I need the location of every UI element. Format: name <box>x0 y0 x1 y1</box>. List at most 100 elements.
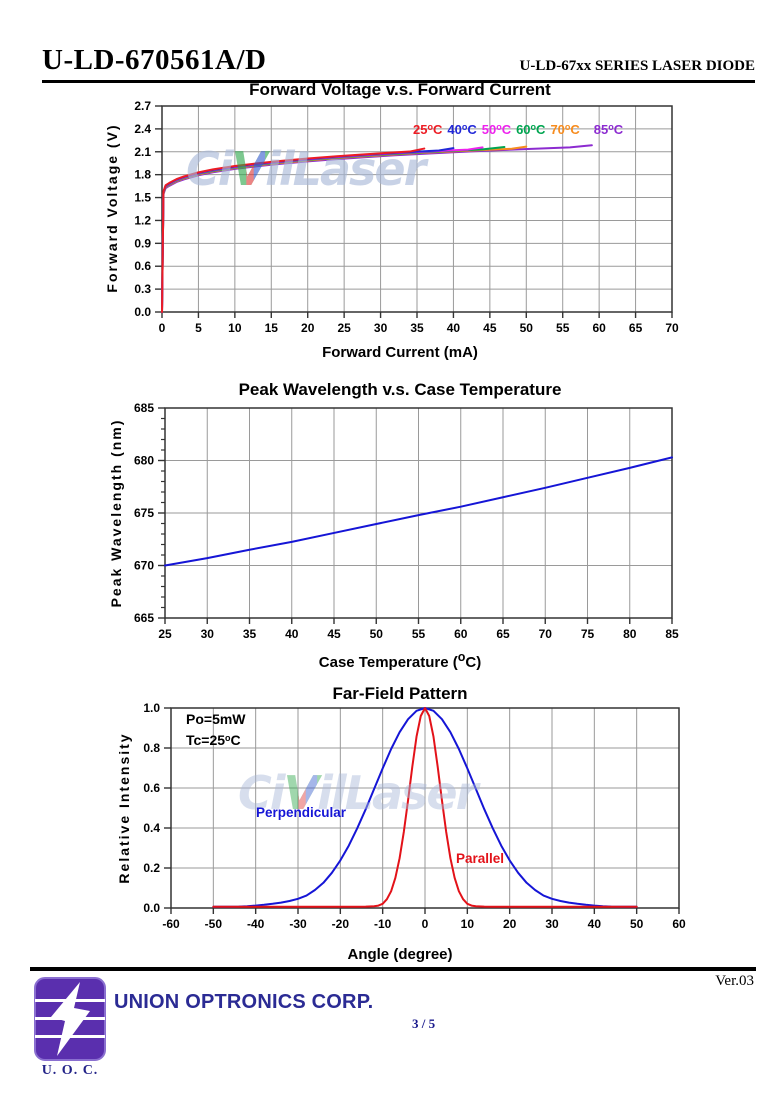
y-tick-label: 0.4 <box>143 821 160 835</box>
y-tick-label: 0.0 <box>143 901 160 915</box>
x-tick-label: 20 <box>503 917 517 931</box>
x-tick-label: 85 <box>665 627 679 641</box>
x-tick-label: 30 <box>545 917 559 931</box>
wavelength-chart-plot: 25 30 35 40 45 50 55 60 65 70 75 80 85 665 670 675 680 68… <box>100 398 700 675</box>
vf-x-axis-title: Forward Current (mA) <box>322 344 478 361</box>
x-tick-label: 55 <box>556 321 570 335</box>
y-tick-label: 0.8 <box>143 741 160 755</box>
header-rule <box>42 80 755 83</box>
y-tick-label: 665 <box>134 611 154 625</box>
x-tick-label: 35 <box>243 627 257 641</box>
y-tick-label: 1.5 <box>134 191 151 205</box>
y-tick-label: 2.4 <box>134 122 151 136</box>
y-tick-label: 2.7 <box>134 100 151 113</box>
perpendicular-series-label: Perpendicular <box>256 805 347 820</box>
x-tick-label: 65 <box>496 627 510 641</box>
company-name: UNION OPTRONICS CORP. <box>114 991 374 1013</box>
annotation-line: Po=5mW <box>186 711 246 727</box>
vf-legend: 25oC 40oC 50oC 60oC 70oC 85oC <box>413 122 623 137</box>
series-title: U-LD-67xx SERIES LASER DIODE <box>519 58 755 74</box>
y-tick-label: 1.0 <box>143 701 160 715</box>
x-tick-label: 0 <box>422 917 429 931</box>
page-title-model: U-LD-670561A/D <box>42 44 267 76</box>
y-tick-label: 0.6 <box>143 781 160 795</box>
vf-chart-plot: 0 5 10 15 20 25 30 35 40 45 50 55 60 65 70 0.0 0.3 0.6 0.9… <box>100 99 700 373</box>
uoc-abbrev-label: U. O. C. <box>41 1063 99 1078</box>
x-tick-label: 45 <box>483 321 497 335</box>
y-tick-label: 0.3 <box>134 282 151 296</box>
x-tick-label: 25 <box>337 321 351 335</box>
x-tick-label: 40 <box>285 627 299 641</box>
y-tick-label: 1.8 <box>134 168 151 182</box>
farfield-y-axis-title: Relative Intensity <box>116 732 132 884</box>
wavelength-y-axis-title: Peak Wavelength (nm) <box>108 418 124 608</box>
farfield-x-axis-title: Angle (degree) <box>347 946 453 963</box>
x-tick-label: -10 <box>374 917 392 931</box>
x-tick-label: 70 <box>665 321 679 335</box>
chart-canvas: -60 -50 -40 -30 -20 -10 0 10 20 30 40 50 60 0.0 0.2 0.4… <box>143 701 686 931</box>
legend-item: 60oC <box>516 122 546 137</box>
x-tick-label: 55 <box>412 627 426 641</box>
legend-item: 85oC <box>593 122 624 137</box>
x-tick-label: 60 <box>592 321 606 335</box>
x-tick-label: 15 <box>265 321 279 335</box>
chart-canvas: 0 5 10 15 20 25 30 35 40 45 50 55 60 65 70 0.0 0.3 0.6 0.9… <box>134 99 679 335</box>
x-tick-label: 35 <box>410 321 424 335</box>
x-tick-label: 50 <box>630 917 644 931</box>
farfield-chart-title: Far-Field Pattern <box>332 684 468 703</box>
x-tick-label: 45 <box>327 627 341 641</box>
x-tick-label: 0 <box>159 321 166 335</box>
x-tick-label: 50 <box>370 627 384 641</box>
y-tick-label: 0.6 <box>134 259 151 273</box>
annotation-line: Tc=25oC <box>186 732 241 748</box>
farfield-chart-plot: -60 -50 -40 -30 -20 -10 0 10 20 30 40 50 60 0.0 0.2 0.4… <box>100 698 700 973</box>
y-tick-label: 685 <box>134 401 154 415</box>
y-tick-label: 680 <box>134 454 154 468</box>
x-tick-label: -40 <box>247 917 265 931</box>
x-tick-label: 80 <box>623 627 637 641</box>
y-tick-label: 2.1 <box>134 145 151 159</box>
chart-canvas: 25 30 35 40 45 50 55 60 65 70 75 80 85 665 670 675 680 68… <box>134 401 679 641</box>
x-tick-label: -60 <box>162 917 180 931</box>
y-tick-label: 675 <box>134 506 154 520</box>
page-number: 3 / 5 <box>412 1016 436 1031</box>
legend-item: 25oC <box>413 122 443 137</box>
series-parallel <box>212 707 638 908</box>
y-tick-label: 0.9 <box>134 236 151 250</box>
legend-item: 50oC <box>481 122 512 137</box>
vf-chart-title: Forward Voltage v.s. Forward Current <box>249 80 551 99</box>
x-tick-label: 40 <box>447 321 461 335</box>
x-tick-label: 30 <box>374 321 388 335</box>
x-tick-label: 25 <box>158 627 172 641</box>
vf-y-axis-title: Forward Voltage (V) <box>104 123 120 293</box>
y-tick-label: 0.0 <box>134 305 151 319</box>
x-tick-label: 65 <box>629 321 643 335</box>
x-tick-label: 10 <box>461 917 475 931</box>
legend-item: 40oC <box>447 122 477 137</box>
wavelength-x-axis-title: Case Temperature (oC) <box>318 650 482 671</box>
x-tick-label: -50 <box>205 917 223 931</box>
footer-rule <box>30 967 756 971</box>
x-tick-label: -20 <box>332 917 350 931</box>
y-tick-label: 670 <box>134 559 154 573</box>
farfield-conditions-annotation: Po=5mW Tc=25oC <box>186 710 246 750</box>
wavelength-chart-title: Peak Wavelength v.s. Case Temperature <box>238 380 562 399</box>
y-tick-label: 0.2 <box>143 861 160 875</box>
series-peak-wavelength <box>164 456 673 567</box>
x-tick-label: 20 <box>301 321 315 335</box>
x-tick-label: 10 <box>228 321 242 335</box>
legend-item: 70oC <box>550 122 580 137</box>
x-tick-label: 5 <box>195 321 202 335</box>
parallel-series-label: Parallel <box>456 851 505 866</box>
version-label: Ver.03 <box>715 973 754 989</box>
uoc-lightning-logo <box>34 977 106 1061</box>
series-25C <box>161 147 426 313</box>
x-tick-label: 60 <box>672 917 686 931</box>
y-tick-label: 1.2 <box>134 213 151 227</box>
x-tick-label: 60 <box>454 627 468 641</box>
x-tick-label: 75 <box>581 627 595 641</box>
x-tick-label: 30 <box>201 627 215 641</box>
x-tick-label: 40 <box>588 917 602 931</box>
x-tick-label: 70 <box>539 627 553 641</box>
